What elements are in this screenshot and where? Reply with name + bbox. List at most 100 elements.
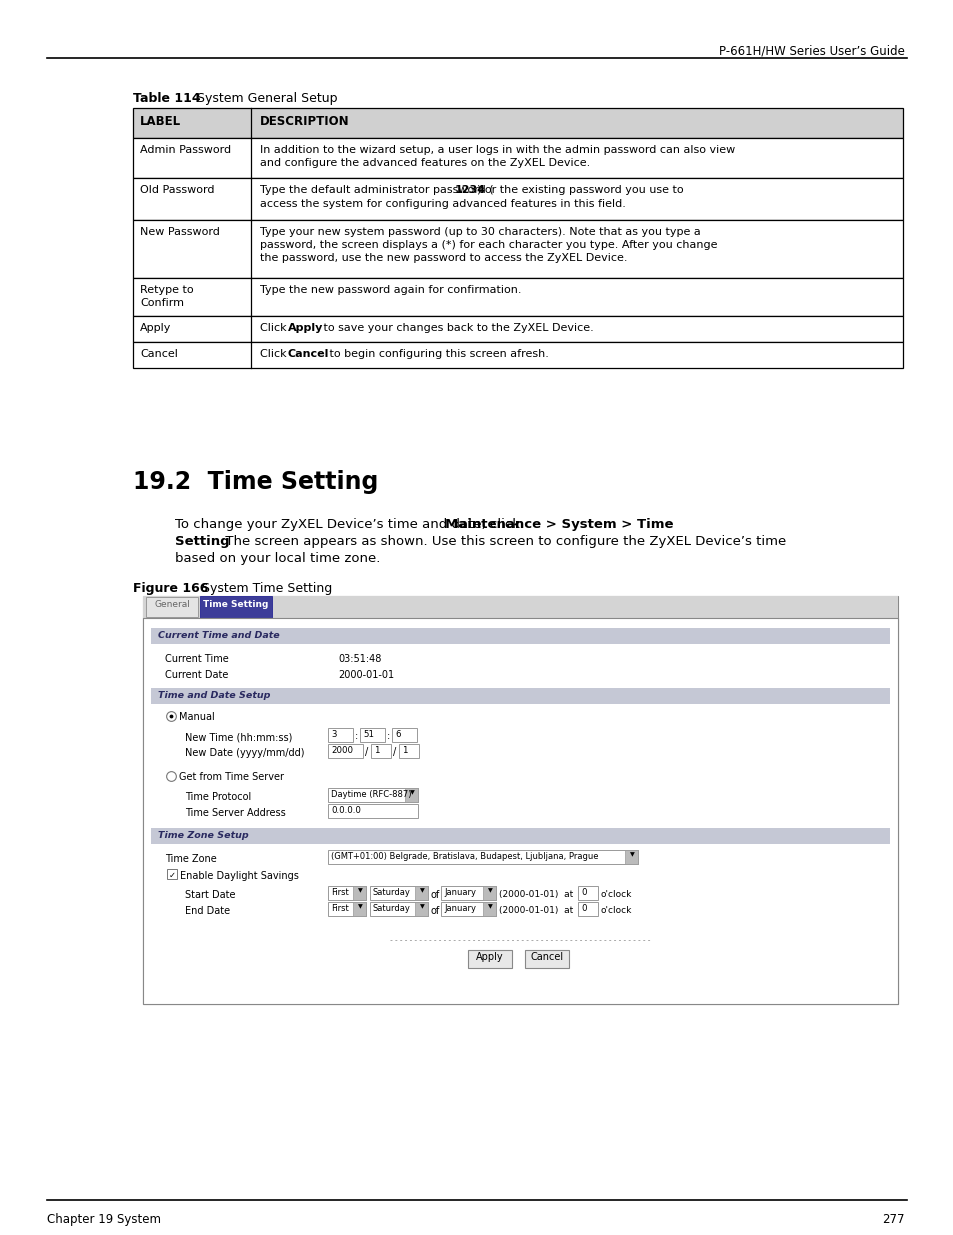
Text: Old Password: Old Password xyxy=(140,185,214,195)
Text: 0.0.0.0: 0.0.0.0 xyxy=(331,806,360,815)
Bar xyxy=(132,138,902,178)
Text: P-661H/HW Series User’s Guide: P-661H/HW Series User’s Guide xyxy=(719,44,904,57)
Bar xyxy=(392,727,416,742)
Text: Time Zone: Time Zone xyxy=(165,853,216,864)
Bar xyxy=(371,743,391,758)
Bar xyxy=(146,597,198,618)
Bar xyxy=(328,788,417,802)
Bar xyxy=(132,342,902,368)
Text: Time Protocol: Time Protocol xyxy=(185,792,251,802)
Text: 1: 1 xyxy=(401,746,407,755)
Text: Figure 166: Figure 166 xyxy=(132,582,208,595)
Bar xyxy=(132,178,902,220)
Text: Retype to
Confirm: Retype to Confirm xyxy=(140,285,193,309)
Text: First: First xyxy=(331,888,349,897)
Text: (GMT+01:00) Belgrade, Bratislava, Budapest, Ljubljana, Prague: (GMT+01:00) Belgrade, Bratislava, Budape… xyxy=(331,852,598,861)
Bar xyxy=(482,902,496,916)
Bar xyxy=(151,629,889,643)
Text: Current Time and Date: Current Time and Date xyxy=(158,631,279,640)
Bar xyxy=(524,950,568,968)
Text: ▼: ▼ xyxy=(629,852,634,857)
Text: ▼: ▼ xyxy=(487,888,492,893)
Text: Daytime (RFC-887): Daytime (RFC-887) xyxy=(331,790,411,799)
Text: 2000: 2000 xyxy=(331,746,353,755)
Text: To change your ZyXEL Device’s time and date, click: To change your ZyXEL Device’s time and d… xyxy=(174,517,524,531)
Text: to begin configuring this screen afresh.: to begin configuring this screen afresh. xyxy=(326,350,548,359)
Text: New Password: New Password xyxy=(140,227,219,237)
Text: 3: 3 xyxy=(331,730,336,739)
Text: Maintenance > System > Time: Maintenance > System > Time xyxy=(445,517,673,531)
Bar xyxy=(328,902,366,916)
Bar xyxy=(328,743,363,758)
Text: 51: 51 xyxy=(363,730,374,739)
Text: ▼: ▼ xyxy=(419,904,424,909)
Text: Manual: Manual xyxy=(179,713,214,722)
Text: 1234: 1234 xyxy=(455,185,485,195)
Text: /: / xyxy=(393,747,395,757)
Text: Click: Click xyxy=(260,350,290,359)
Text: Start Date: Start Date xyxy=(185,890,235,900)
Bar xyxy=(353,902,366,916)
Text: Click: Click xyxy=(260,324,290,333)
Bar xyxy=(132,107,902,138)
Text: Chapter 19 System: Chapter 19 System xyxy=(47,1213,161,1226)
Text: 03:51:48: 03:51:48 xyxy=(337,655,381,664)
Text: of: of xyxy=(431,906,439,916)
Text: Apply: Apply xyxy=(140,324,172,333)
Bar xyxy=(200,597,272,618)
Bar xyxy=(132,316,902,342)
Text: 2000-01-01: 2000-01-01 xyxy=(337,671,394,680)
Bar xyxy=(440,885,496,900)
Text: Time and Date Setup: Time and Date Setup xyxy=(158,692,270,700)
Bar xyxy=(468,950,512,968)
Bar xyxy=(370,902,428,916)
Text: ) or the existing password you use to: ) or the existing password you use to xyxy=(476,185,682,195)
Text: New Date (yyyy/mm/dd): New Date (yyyy/mm/dd) xyxy=(185,748,304,758)
Text: o'clock: o'clock xyxy=(600,906,632,915)
Text: January: January xyxy=(443,888,476,897)
Text: /: / xyxy=(365,747,368,757)
Text: ▼: ▼ xyxy=(487,904,492,909)
Text: 277: 277 xyxy=(882,1213,904,1226)
Bar xyxy=(143,597,897,1004)
Text: Type your new system password (up to 30 characters). Note that as you type a
pas: Type your new system password (up to 30 … xyxy=(260,227,717,263)
Text: based on your local time zone.: based on your local time zone. xyxy=(174,552,380,564)
Bar xyxy=(415,885,428,900)
Text: Type the new password again for confirmation.: Type the new password again for confirma… xyxy=(260,285,521,295)
Text: Current Time: Current Time xyxy=(165,655,229,664)
Text: (2000-01-01)  at: (2000-01-01) at xyxy=(498,890,573,899)
Text: ▼: ▼ xyxy=(409,790,414,795)
Text: . The screen appears as shown. Use this screen to configure the ZyXEL Device’s t: . The screen appears as shown. Use this … xyxy=(216,535,785,548)
Text: ▼: ▼ xyxy=(419,888,424,893)
Text: of: of xyxy=(431,890,439,900)
Text: End Date: End Date xyxy=(185,906,230,916)
Bar xyxy=(405,788,417,802)
Bar xyxy=(328,727,353,742)
Text: System General Setup: System General Setup xyxy=(185,91,337,105)
Text: January: January xyxy=(443,904,476,913)
Bar xyxy=(328,850,638,864)
Text: Table 114: Table 114 xyxy=(132,91,200,105)
Text: Time Setting: Time Setting xyxy=(203,600,269,609)
Bar xyxy=(624,850,638,864)
Text: access the system for configuring advanced features in this field.: access the system for configuring advanc… xyxy=(260,199,625,209)
Text: ▼: ▼ xyxy=(357,904,362,909)
Bar xyxy=(132,220,902,278)
Text: First: First xyxy=(331,904,349,913)
Text: o'clock: o'clock xyxy=(600,890,632,899)
Text: ✓: ✓ xyxy=(169,871,175,881)
Text: Saturday: Saturday xyxy=(373,888,411,897)
Bar xyxy=(578,902,598,916)
Text: 19.2  Time Setting: 19.2 Time Setting xyxy=(132,471,378,494)
Text: Setting: Setting xyxy=(174,535,230,548)
Text: :: : xyxy=(355,731,358,741)
Bar xyxy=(398,743,418,758)
Text: Cancel: Cancel xyxy=(288,350,329,359)
Text: 6: 6 xyxy=(395,730,400,739)
Text: Saturday: Saturday xyxy=(373,904,411,913)
Text: (2000-01-01)  at: (2000-01-01) at xyxy=(498,906,573,915)
Bar xyxy=(353,885,366,900)
Text: Get from Time Server: Get from Time Server xyxy=(179,772,284,782)
Text: DESCRIPTION: DESCRIPTION xyxy=(260,115,349,128)
Bar xyxy=(143,618,897,1004)
